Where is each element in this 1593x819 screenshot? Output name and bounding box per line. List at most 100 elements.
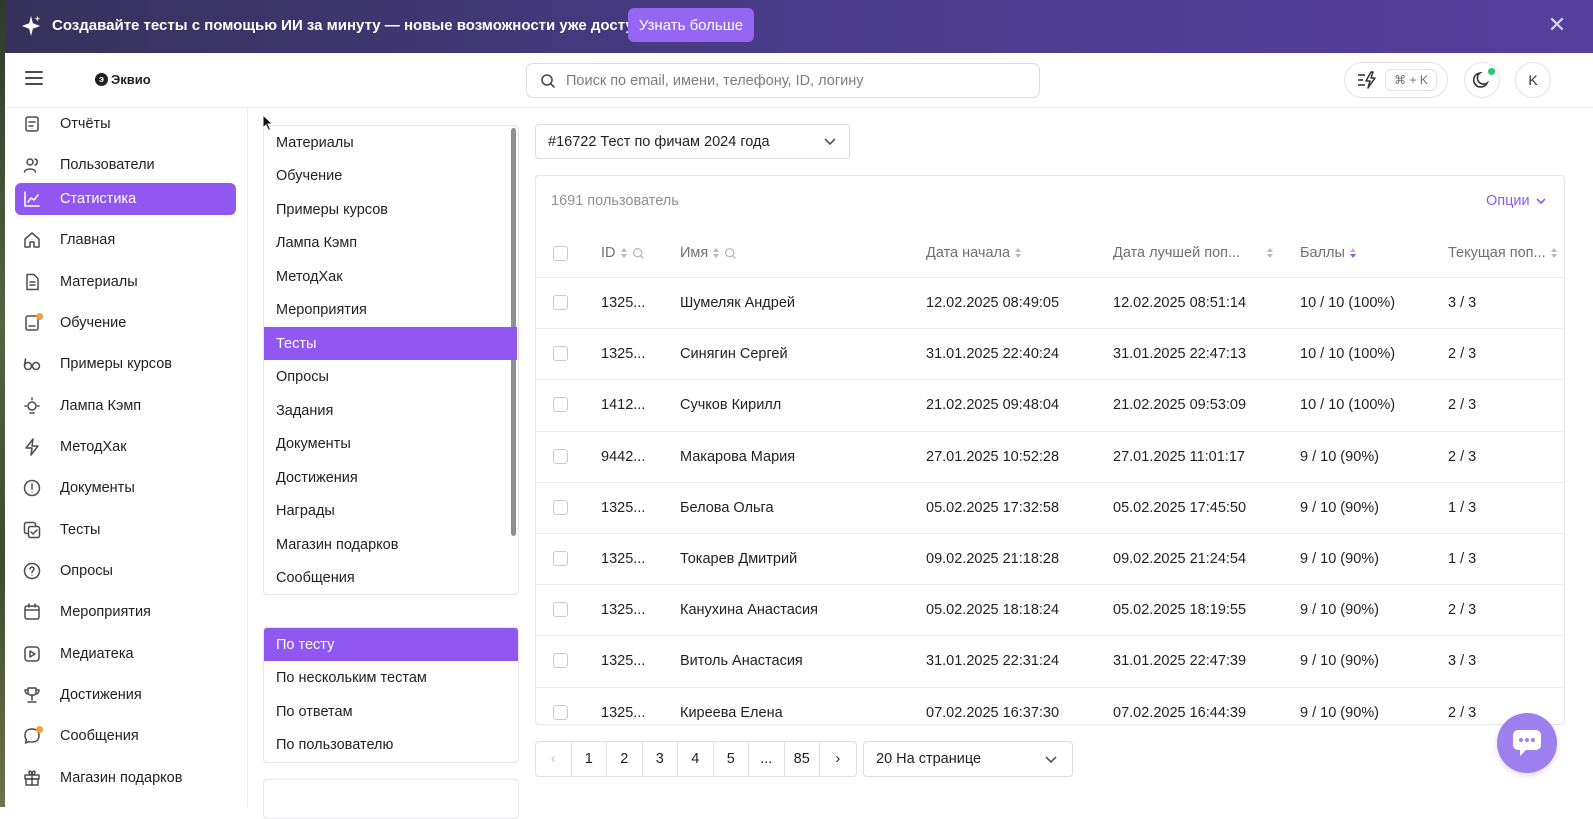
- sidebar-item-11[interactable]: Опросы: [15, 555, 236, 587]
- per-page-select[interactable]: 20 На странице: [863, 741, 1073, 777]
- column-header[interactable]: ID: [601, 245, 645, 261]
- menu-icon[interactable]: [25, 71, 43, 87]
- category-item[interactable]: Магазин подарков: [276, 536, 399, 553]
- row-checkbox[interactable]: [553, 704, 568, 720]
- table-row[interactable]: 1325... Витоль Анастасия 31.01.2025 22:31:…: [536, 635, 1564, 686]
- page-button[interactable]: ...: [749, 742, 785, 776]
- category-item[interactable]: Мероприятия: [276, 302, 367, 318]
- row-checkbox[interactable]: [553, 499, 568, 515]
- row-checkbox[interactable]: [553, 448, 568, 464]
- sort-icon[interactable]: [1014, 247, 1022, 259]
- category-item[interactable]: Обучение: [276, 168, 343, 184]
- sidebar-item-13[interactable]: Медиатека: [15, 638, 236, 670]
- select-all-checkbox[interactable]: [553, 246, 568, 261]
- sort-icon[interactable]: [1550, 247, 1558, 259]
- sidebar-item-6[interactable]: Примеры курсов: [15, 348, 236, 380]
- page-button[interactable]: 3: [643, 742, 678, 776]
- column-header[interactable]: Текущая поп...: [1448, 245, 1558, 261]
- sidebar-item-8[interactable]: МетодХак: [15, 431, 236, 463]
- next-page-button[interactable]: ›: [835, 751, 841, 767]
- report-type-item[interactable]: По нескольким тестам: [276, 670, 427, 686]
- category-item[interactable]: Примеры курсов: [276, 201, 388, 218]
- sidebar-item-5[interactable]: Обучение: [15, 307, 236, 339]
- table-row[interactable]: 1412... Сучков Кирилл 21.02.2025 09:48:04 2…: [536, 379, 1564, 430]
- chat-bubble-icon: [1513, 730, 1541, 756]
- sidebar-item-label: Пользователи: [60, 157, 155, 173]
- sort-icon[interactable]: [1266, 247, 1274, 259]
- search-box[interactable]: [526, 63, 1040, 98]
- page-button[interactable]: 85: [785, 742, 820, 776]
- test-select-value: #16722 Тест по фичам 2024 года: [548, 133, 770, 150]
- category-item[interactable]: МетодХак: [276, 268, 343, 285]
- promo-banner: Создавайте тесты с помощью ИИ за минуту …: [5, 0, 1593, 53]
- page-button[interactable]: 4: [678, 742, 714, 776]
- avatar[interactable]: K: [1515, 62, 1551, 98]
- sidebar-item-4[interactable]: Материалы: [15, 266, 236, 298]
- column-header[interactable]: Дата лучшей поп...: [1113, 245, 1274, 261]
- category-item[interactable]: Документы: [276, 436, 351, 452]
- sidebar-item-15[interactable]: Сообщения: [15, 720, 236, 752]
- sidebar-item-9[interactable]: Документы: [15, 472, 236, 504]
- row-checkbox[interactable]: [553, 397, 568, 413]
- category-item[interactable]: Задания: [276, 402, 334, 419]
- search-input[interactable]: [566, 72, 1026, 89]
- table-cell: 3 / 3: [1448, 653, 1477, 670]
- sidebar-item-16[interactable]: Магазин подарков: [15, 762, 236, 794]
- row-checkbox[interactable]: [553, 551, 568, 566]
- page-button[interactable]: 5: [714, 742, 749, 776]
- sidebar-item-0[interactable]: Отчёты: [15, 108, 236, 140]
- chevron-down-icon: [1536, 198, 1546, 205]
- chat-widget-button[interactable]: [1497, 713, 1557, 773]
- report-type-item[interactable]: По пользователю: [276, 737, 394, 753]
- row-checkbox[interactable]: [553, 295, 568, 310]
- category-item[interactable]: Сообщения: [276, 570, 355, 586]
- sidebar-item-7[interactable]: Лампа Кэмп: [15, 390, 236, 422]
- tests-icon: [23, 521, 41, 539]
- column-header[interactable]: Баллы: [1300, 245, 1357, 261]
- quick-actions-button[interactable]: ⌘ + K: [1344, 62, 1448, 98]
- column-header[interactable]: Дата начала: [926, 245, 1022, 261]
- row-checkbox[interactable]: [553, 346, 568, 362]
- page-button[interactable]: 1: [572, 742, 607, 776]
- sidebar-item-12[interactable]: Мероприятия: [15, 596, 236, 628]
- column-header[interactable]: Имя: [680, 245, 737, 261]
- logo[interactable]: э Эквио: [95, 72, 151, 87]
- table-row[interactable]: 1325... Белова Ольга 05.02.2025 17:32:58 05…: [536, 481, 1564, 533]
- table-row[interactable]: 1325... Канухина Анастасия 05.02.2025 18:1…: [536, 584, 1564, 635]
- sort-icon[interactable]: [712, 247, 720, 259]
- category-item[interactable]: Достижения: [276, 469, 358, 486]
- category-item[interactable]: Материалы: [276, 134, 354, 151]
- sidebar-item-1[interactable]: Пользователи: [15, 149, 236, 181]
- category-item[interactable]: Награды: [276, 503, 335, 519]
- table-row[interactable]: 1325... Синягин Сергей 31.01.2025 22:40:24…: [536, 328, 1564, 379]
- prev-page-button[interactable]: ‹: [536, 742, 572, 776]
- column-search-icon[interactable]: [632, 247, 645, 260]
- report-type-item[interactable]: По ответам: [276, 703, 353, 720]
- sidebar-item-label: Документы: [60, 480, 135, 496]
- theme-toggle-button[interactable]: [1464, 62, 1500, 98]
- table-row[interactable]: 1325... Шумеляк Андрей 12.02.2025 08:49:05…: [536, 277, 1564, 328]
- table-row[interactable]: 9442... Макарова Мария 27.01.2025 10:52:28…: [536, 430, 1564, 482]
- options-dropdown[interactable]: Опции: [1486, 193, 1547, 209]
- page-button[interactable]: 2: [607, 742, 643, 776]
- table-row[interactable]: 1325... Токарев Дмитрий 09.02.2025 21:18:2…: [536, 533, 1564, 584]
- category-item[interactable]: Тесты: [264, 327, 517, 360]
- category-item[interactable]: Опросы: [276, 369, 329, 385]
- row-checkbox[interactable]: [553, 602, 568, 618]
- sort-icon[interactable]: [620, 247, 628, 259]
- table-cell: 2 / 3: [1448, 346, 1477, 363]
- report-type-item[interactable]: По тесту: [264, 628, 518, 661]
- row-checkbox[interactable]: [553, 653, 568, 669]
- sidebar-item-10[interactable]: Тесты: [15, 514, 236, 546]
- sidebar-item-2[interactable]: Статистика: [15, 183, 236, 215]
- column-search-icon[interactable]: [724, 247, 737, 260]
- sidebar-item-3[interactable]: Главная: [15, 224, 236, 256]
- learn-more-button[interactable]: Узнать больше: [628, 8, 754, 42]
- test-select[interactable]: #16722 Тест по фичам 2024 года: [535, 124, 850, 159]
- table-cell: 9 / 10 (90%): [1300, 551, 1379, 567]
- sidebar-item-14[interactable]: Достижения: [15, 679, 236, 711]
- table-row[interactable]: 1325... Киреева Елена 07.02.2025 16:37:30 0…: [536, 686, 1564, 724]
- sort-icon[interactable]: [1349, 247, 1357, 259]
- category-item[interactable]: Лампа Кэмп: [276, 235, 358, 251]
- close-icon[interactable]: ✕: [1547, 12, 1567, 37]
